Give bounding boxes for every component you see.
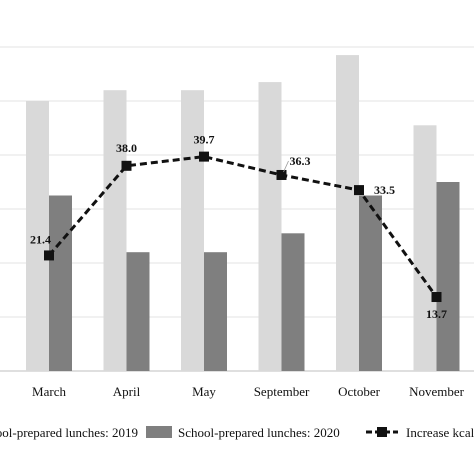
increase-marker (431, 292, 442, 303)
data-label: 21.4 (30, 232, 51, 246)
x-tick-label: April (113, 384, 141, 399)
x-tick-label: March (32, 384, 66, 399)
bar-2020 (126, 252, 150, 371)
bar-2020 (281, 233, 305, 371)
legend-swatch-2020 (146, 426, 172, 438)
increase-marker (44, 250, 54, 261)
bar-2019 (258, 82, 282, 371)
increase-line-path (47, 155, 438, 298)
bar-2019 (103, 90, 127, 371)
data-label: 39.7 (194, 133, 215, 147)
x-tick-label: October (338, 384, 381, 399)
label-leader (283, 160, 289, 173)
data-label: 13.7 (426, 307, 447, 321)
bar-2019 (336, 55, 359, 371)
bar-2020 (49, 195, 72, 371)
bar-2019 (26, 101, 49, 371)
data-label: 33.5 (374, 183, 395, 197)
x-tick-label: November (409, 384, 465, 399)
legend-label-increase: Increase kcal (406, 425, 474, 440)
increase-marker (354, 185, 364, 196)
x-tick-label: September (254, 384, 310, 399)
increase-marker (121, 160, 132, 171)
legend: School-prepared lunches: 2019 School-prep… (0, 425, 474, 440)
data-label: 36.3 (290, 154, 311, 168)
legend-marker-increase (377, 427, 387, 437)
bars (26, 55, 460, 371)
legend-label-2019: School-prepared lunches: 2019 (0, 425, 138, 440)
bar-2019 (181, 90, 204, 371)
bar-2019 (413, 125, 437, 371)
bar-2020 (359, 195, 382, 371)
x-axis-labels: March April May September October November (32, 384, 465, 399)
data-label: 38.0 (116, 141, 137, 155)
increase-marker (199, 151, 209, 162)
increase-line: 21.4 38.0 39.7 36.3 33.5 13.7 (30, 133, 447, 321)
bar-2020 (204, 252, 227, 371)
gridlines (0, 46, 474, 372)
bar-2020 (436, 182, 460, 371)
legend-label-2020: School-prepared lunches: 2020 (178, 425, 340, 440)
x-tick-label: May (192, 384, 216, 399)
increase-marker (276, 169, 287, 180)
